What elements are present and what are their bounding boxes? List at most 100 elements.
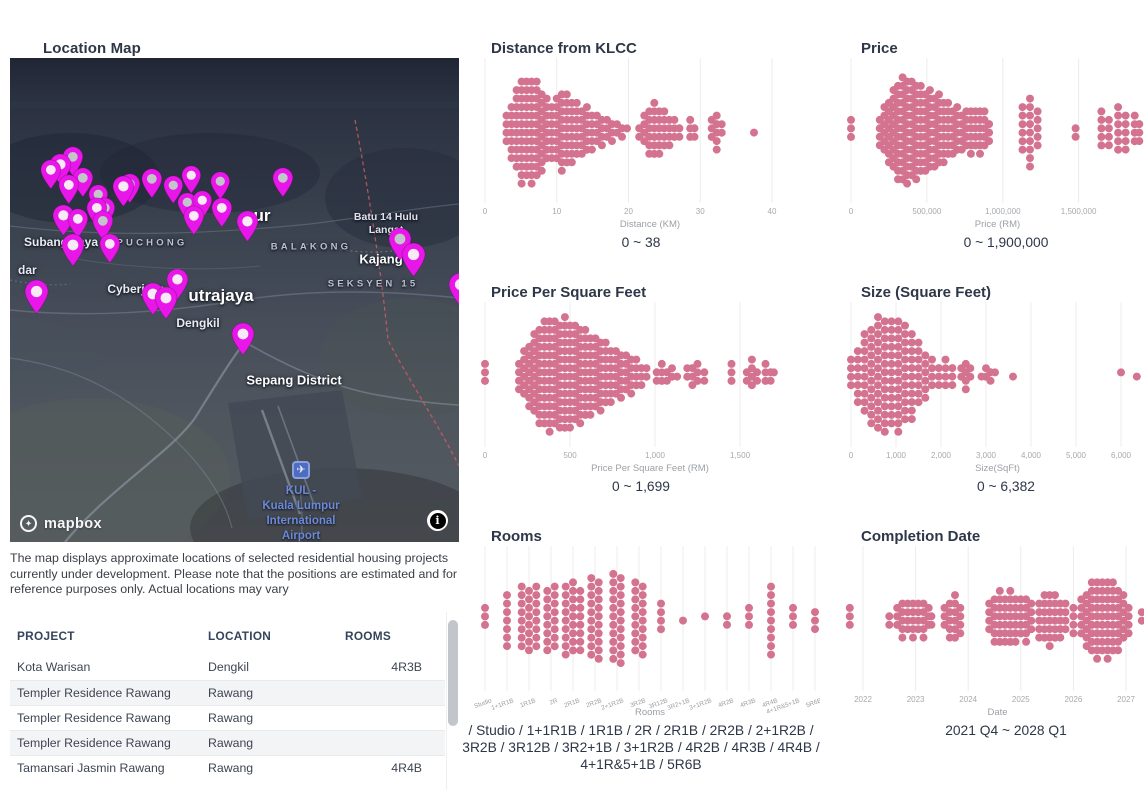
projects-table: PROJECT LOCATION ROOMS Kota Warisan Dengkil 4… xyxy=(10,612,458,790)
table-header: PROJECT LOCATION ROOMS xyxy=(10,612,445,655)
airport-icon: ✈ xyxy=(292,461,310,479)
map-pin[interactable] xyxy=(163,175,184,204)
price-chart: 0 500,000 1,000,000 1,500,000 Price (RM) xyxy=(847,58,1144,230)
map-pin[interactable] xyxy=(448,272,459,308)
price-per-square-feet-range-caption: 0 ~ 1,699 xyxy=(612,479,670,494)
svg-text:1,000: 1,000 xyxy=(886,451,907,460)
cell-project: Templer Residence Rawang xyxy=(17,686,171,700)
svg-text:2026: 2026 xyxy=(1065,695,1083,704)
svg-text:1,500,000: 1,500,000 xyxy=(1061,207,1097,216)
header-cell-location: LOCATION xyxy=(208,629,272,643)
svg-text:20: 20 xyxy=(624,207,633,216)
svg-text:3R2+1B: 3R2+1B xyxy=(666,697,690,712)
info-icon: i xyxy=(429,512,446,529)
map-pin[interactable] xyxy=(181,165,202,194)
svg-text:30: 30 xyxy=(696,207,705,216)
map-pin[interactable] xyxy=(401,242,426,278)
svg-text:2,000: 2,000 xyxy=(931,451,952,460)
price-range-caption: 0 ~ 1,900,000 xyxy=(963,235,1049,250)
svg-text:0: 0 xyxy=(483,207,488,216)
map-pin[interactable] xyxy=(67,208,89,239)
distance-from-klcc-range-caption: 0 ~ 38 xyxy=(621,235,661,250)
map-pin[interactable] xyxy=(61,233,85,267)
completion-date-range-caption: 2021 Q4 ~ 2028 Q1 xyxy=(945,723,1067,738)
distance-from-klcc-chart: 0 10 20 30 40 Distance (KM) xyxy=(483,58,777,230)
table-row: Tamansari Jasmin Rawang Rawang 4R4B xyxy=(10,755,445,780)
cell-project: Kota Warisan xyxy=(17,660,91,674)
svg-text:5R6B: 5R6B xyxy=(805,697,820,709)
svg-text:2R: 2R xyxy=(549,697,559,707)
cell-location: Rawang xyxy=(208,761,254,775)
svg-text:Size(SqFt): Size(SqFt) xyxy=(975,463,1020,474)
svg-text:500,000: 500,000 xyxy=(912,207,941,216)
map-pin[interactable] xyxy=(99,233,121,264)
rooms-title: Rooms xyxy=(491,528,542,545)
svg-text:2022: 2022 xyxy=(854,695,872,704)
svg-text:Price Per Square Feet (RM): Price Per Square Feet (RM) xyxy=(591,463,709,474)
svg-text:2+1R2B: 2+1R2B xyxy=(600,697,624,712)
map-pin[interactable] xyxy=(272,167,294,198)
table-row: Templer Residence Rawang Rawang xyxy=(10,680,445,705)
price-title: Price xyxy=(861,40,898,57)
table-row: Templer Residence Rawang Rawang xyxy=(10,705,445,730)
map-pin[interactable] xyxy=(211,197,233,228)
table-row: Kota Warisan Dengkil 4R3B xyxy=(10,655,445,680)
svg-text:5,000: 5,000 xyxy=(1066,451,1087,460)
size-square-feet-title: Size (Square Feet) xyxy=(861,284,992,301)
size-square-feet-range-caption: 0 ~ 6,382 xyxy=(977,479,1035,494)
cell-rooms: 4R3B xyxy=(391,660,422,674)
svg-text:2024: 2024 xyxy=(959,695,977,704)
svg-text:4R3B: 4R3B xyxy=(739,697,756,709)
map-pin[interactable] xyxy=(72,167,94,198)
map-pin[interactable] xyxy=(112,175,135,207)
cell-project: Templer Residence Rawang xyxy=(17,736,171,750)
map-info-button[interactable]: i xyxy=(427,510,448,531)
svg-text:Studio: Studio xyxy=(473,697,493,710)
svg-text:1,500: 1,500 xyxy=(730,451,751,460)
svg-text:10: 10 xyxy=(552,207,561,216)
map-terrain xyxy=(10,58,459,542)
size-square-feet-chart: 0 1,000 2,000 3,000 4,000 5,000 6,000 Size(SqFt… xyxy=(847,302,1141,474)
map-pin[interactable] xyxy=(231,322,255,356)
map-pin[interactable] xyxy=(183,205,205,236)
map-pin[interactable] xyxy=(92,210,114,241)
map-pin[interactable] xyxy=(58,174,80,205)
svg-text:1+1R1B: 1+1R1B xyxy=(490,697,514,712)
svg-text:6,000: 6,000 xyxy=(1111,451,1132,460)
cell-project: Tamansari Jasmin Rawang xyxy=(17,761,165,775)
map-pin[interactable] xyxy=(210,171,231,200)
map-pin[interactable] xyxy=(236,210,259,242)
svg-text:2023: 2023 xyxy=(907,695,925,704)
map-pin[interactable] xyxy=(40,159,62,190)
completion-date-chart: 2022 2023 2024 2025 2026 2027 Date xyxy=(845,546,1144,718)
location-map[interactable]: Subang JayadaraPUCHONGBALAKONGSEKSYEN 15… xyxy=(10,58,459,542)
svg-text:1,000: 1,000 xyxy=(645,451,666,460)
rooms-range-caption: / Studio / 1+1R1B / 1R1B / 2R / 2R1B / 2… xyxy=(462,723,820,772)
svg-text:4,000: 4,000 xyxy=(1021,451,1042,460)
map-pin[interactable] xyxy=(141,168,163,199)
map-pin[interactable] xyxy=(154,286,178,320)
cell-location: Dengkil xyxy=(208,660,250,674)
cell-location: Rawang xyxy=(208,736,254,750)
price-per-square-feet-chart: 0 500 1,000 1,500 Price Per Square Feet (RM) xyxy=(481,302,778,474)
map-pin[interactable] xyxy=(24,279,49,315)
svg-text:Rooms: Rooms xyxy=(635,707,665,718)
distance-from-klcc-title: Distance from KLCC xyxy=(491,40,637,57)
table-scrollbar-track[interactable] xyxy=(446,612,458,790)
svg-text:500: 500 xyxy=(563,451,577,460)
mapbox-attribution[interactable]: ✦ mapbox xyxy=(20,515,102,532)
map-pin[interactable] xyxy=(52,204,75,236)
svg-text:Date: Date xyxy=(987,707,1007,718)
svg-text:4R2B: 4R2B xyxy=(717,697,734,709)
completion-date-title: Completion Date xyxy=(861,528,981,545)
table-scrollbar-thumb[interactable] xyxy=(448,620,458,726)
header-cell-project: PROJECT xyxy=(17,629,75,643)
svg-text:0: 0 xyxy=(483,451,488,460)
cell-rooms: 4R4B xyxy=(391,761,422,775)
svg-text:2R1B: 2R1B xyxy=(563,697,580,709)
svg-text:3,000: 3,000 xyxy=(976,451,997,460)
cell-location: Rawang xyxy=(208,711,254,725)
svg-text:1R1B: 1R1B xyxy=(519,697,536,709)
